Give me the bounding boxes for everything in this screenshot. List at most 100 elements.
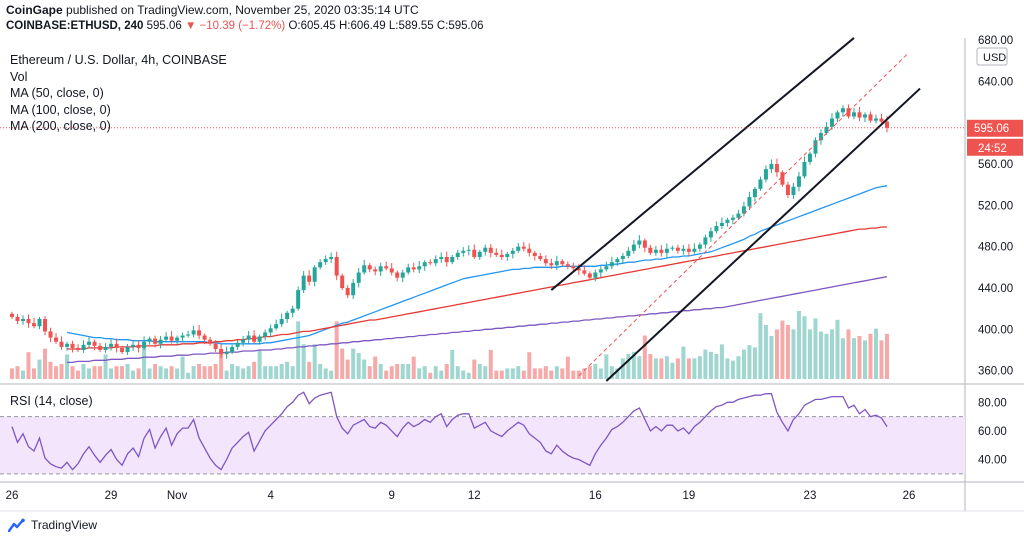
volume-bar: [147, 368, 152, 379]
volume-bar: [279, 364, 284, 379]
volume-bar: [329, 370, 334, 379]
candle-body: [433, 259, 438, 264]
price-axis[interactable]: 360.00 400.00 440.00 480.00 520.00 560.00 640.…: [967, 35, 1023, 467]
volume-bar: [428, 372, 433, 379]
candle-body: [483, 247, 488, 252]
volume-bar: [180, 356, 185, 379]
open-label: O:: [288, 20, 301, 32]
rsi-tick-label: 60.00: [978, 426, 1007, 438]
candle-body: [340, 275, 345, 288]
volume-bar: [444, 364, 449, 379]
candle-body: [169, 336, 174, 341]
currency-badge[interactable]: [976, 47, 1008, 66]
volume-bar: [136, 368, 141, 379]
candle-body: [637, 240, 642, 245]
candle-body: [191, 330, 196, 335]
candle-body: [692, 248, 697, 252]
volume-bar: [318, 364, 323, 379]
legend-vol[interactable]: Vol: [10, 69, 28, 84]
volume-bar: [219, 350, 224, 379]
volume-bar: [494, 370, 499, 379]
legend-ma200[interactable]: MA (200, close, 0): [10, 119, 111, 133]
candle-body: [791, 186, 796, 195]
volume-bar: [824, 333, 829, 379]
price-tag-value: 595.06: [974, 123, 1009, 135]
tradingview-footer[interactable]: TradingView: [8, 518, 97, 532]
countdown-tag: [967, 138, 1023, 156]
rsi-tick-label: 40.00: [978, 455, 1007, 467]
candle-body: [807, 153, 812, 162]
rsi-legend[interactable]: RSI (14, close): [10, 394, 93, 408]
candle-body: [389, 268, 394, 273]
channel-median-line: [578, 52, 910, 377]
candle-body: [26, 319, 31, 324]
candle-body: [620, 255, 625, 260]
open-value: 605.45: [300, 20, 336, 32]
candle-body: [846, 108, 851, 117]
volume-bar: [785, 325, 790, 379]
ma100-line: [67, 226, 887, 350]
time-tick-label: 19: [682, 490, 695, 502]
candle-body: [488, 247, 493, 253]
volume-bar: [758, 313, 763, 379]
volume-bar: [642, 335, 647, 379]
volume-bar: [439, 370, 444, 379]
candle-body: [653, 249, 658, 253]
volume-bar: [455, 366, 460, 379]
publisher-name[interactable]: CoinGape: [6, 3, 63, 17]
price-tick-label: 400.00: [978, 324, 1013, 336]
chart-title[interactable]: Ethereum / U.S. Dollar, 4h, COINBASE: [10, 53, 227, 67]
time-tick-label: 4: [267, 490, 274, 502]
candle-body: [318, 262, 323, 268]
candle-body: [609, 262, 614, 267]
legend-ma50[interactable]: MA (50, close, 0): [10, 86, 104, 100]
volume-bar: [98, 366, 103, 379]
candle-body: [549, 263, 554, 266]
candle-body: [48, 331, 53, 338]
volume-bar: [213, 364, 218, 379]
candle-body: [334, 257, 339, 276]
candle-body: [554, 261, 559, 266]
volume-bar: [65, 354, 70, 379]
ma50-line: [66, 185, 888, 345]
volume-bar: [587, 366, 592, 379]
close-value: 595.06: [448, 20, 484, 32]
volume-bar: [191, 366, 196, 379]
volume-bar: [202, 366, 207, 379]
candle-body: [802, 161, 807, 177]
price-tick-label: 480.00: [978, 242, 1013, 254]
published-text: published on TradingView.com, November 2…: [66, 3, 419, 17]
symbol-label[interactable]: COINBASE:ETHUSD, 240: [6, 20, 144, 32]
candle-body: [120, 347, 125, 353]
candle-body: [714, 226, 719, 232]
candle-body: [879, 118, 884, 122]
rsi-line: [11, 391, 888, 471]
volume-bar: [87, 368, 92, 379]
candle-body: [37, 319, 42, 327]
candle-body: [752, 188, 757, 198]
last-price: 595.06: [146, 20, 182, 32]
candle-body: [65, 343, 70, 347]
candle-body: [686, 248, 691, 252]
volume-bar: [367, 366, 372, 379]
candle-body: [521, 246, 526, 249]
volume-bar: [747, 345, 752, 379]
candle-body: [763, 169, 768, 180]
legend-ma100[interactable]: MA (100, close, 0): [10, 102, 111, 117]
volume-bar: [780, 320, 785, 379]
candle-body: [32, 323, 37, 327]
candle-body: [362, 265, 367, 273]
candle-body: [10, 313, 14, 317]
candle-body: [642, 240, 647, 248]
volume-bar: [296, 321, 301, 379]
candle-body: [164, 336, 169, 340]
volume-bar: [395, 364, 400, 379]
channel-upper-line: [550, 37, 855, 291]
candle-body: [230, 346, 235, 353]
candle-body: [708, 231, 713, 238]
volume-bar: [521, 370, 526, 379]
x-axis: 26 29 Nov 4 9 12 16 19 23 26: [6, 490, 916, 502]
candle-body: [329, 257, 334, 260]
candle-body: [532, 252, 537, 256]
volume-bar: [675, 358, 680, 379]
